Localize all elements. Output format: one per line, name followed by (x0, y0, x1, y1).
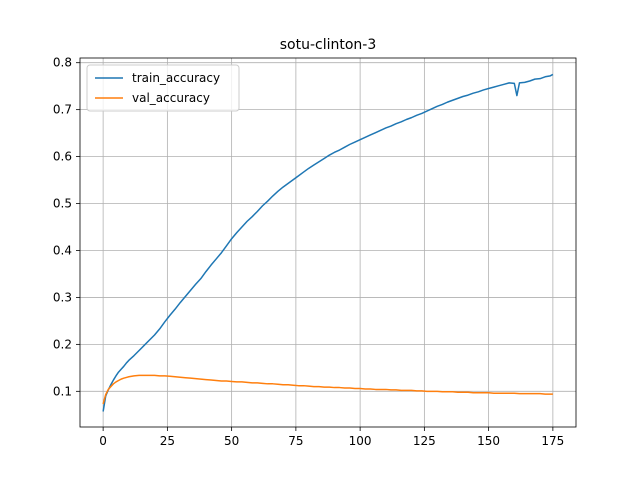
y-axis: 0.1 0.2 0.3 0.4 0.5 0.6 0.7 0.8 (53, 56, 80, 398)
x-tick-label: 125 (413, 434, 436, 448)
x-tick-label: 175 (541, 434, 564, 448)
x-axis: 0 25 50 75 100 125 150 175 (99, 427, 564, 448)
y-tick-label: 0.4 (53, 243, 72, 257)
series-line-val-accuracy (102, 374, 553, 405)
chart-title: sotu-clinton-3 (280, 37, 377, 53)
x-tick-label: 50 (224, 434, 239, 448)
plot-area-frame (79, 57, 577, 428)
series-layer (102, 73, 554, 412)
y-tick-label: 0.6 (53, 150, 72, 164)
y-tick-label: 0.7 (53, 103, 72, 117)
x-tick-label: 150 (477, 434, 500, 448)
x-tick-label: 25 (160, 434, 175, 448)
y-tick-label: 0.3 (53, 290, 72, 304)
x-tick-label: 100 (349, 434, 372, 448)
y-tick-label: 0.8 (53, 56, 72, 70)
x-tick-label: 0 (99, 434, 107, 448)
y-tick-label: 0.5 (53, 197, 72, 211)
legend: train_accuracy val_accuracy (86, 64, 240, 112)
legend-box (86, 64, 240, 112)
series-line-train-accuracy (102, 73, 554, 412)
legend-label-val-accuracy: val_accuracy (132, 91, 210, 105)
y-tick-label: 0.2 (53, 337, 72, 351)
y-tick-label: 0.1 (53, 384, 72, 398)
legend-label-train-accuracy: train_accuracy (132, 71, 220, 85)
x-tick-label: 75 (288, 434, 303, 448)
